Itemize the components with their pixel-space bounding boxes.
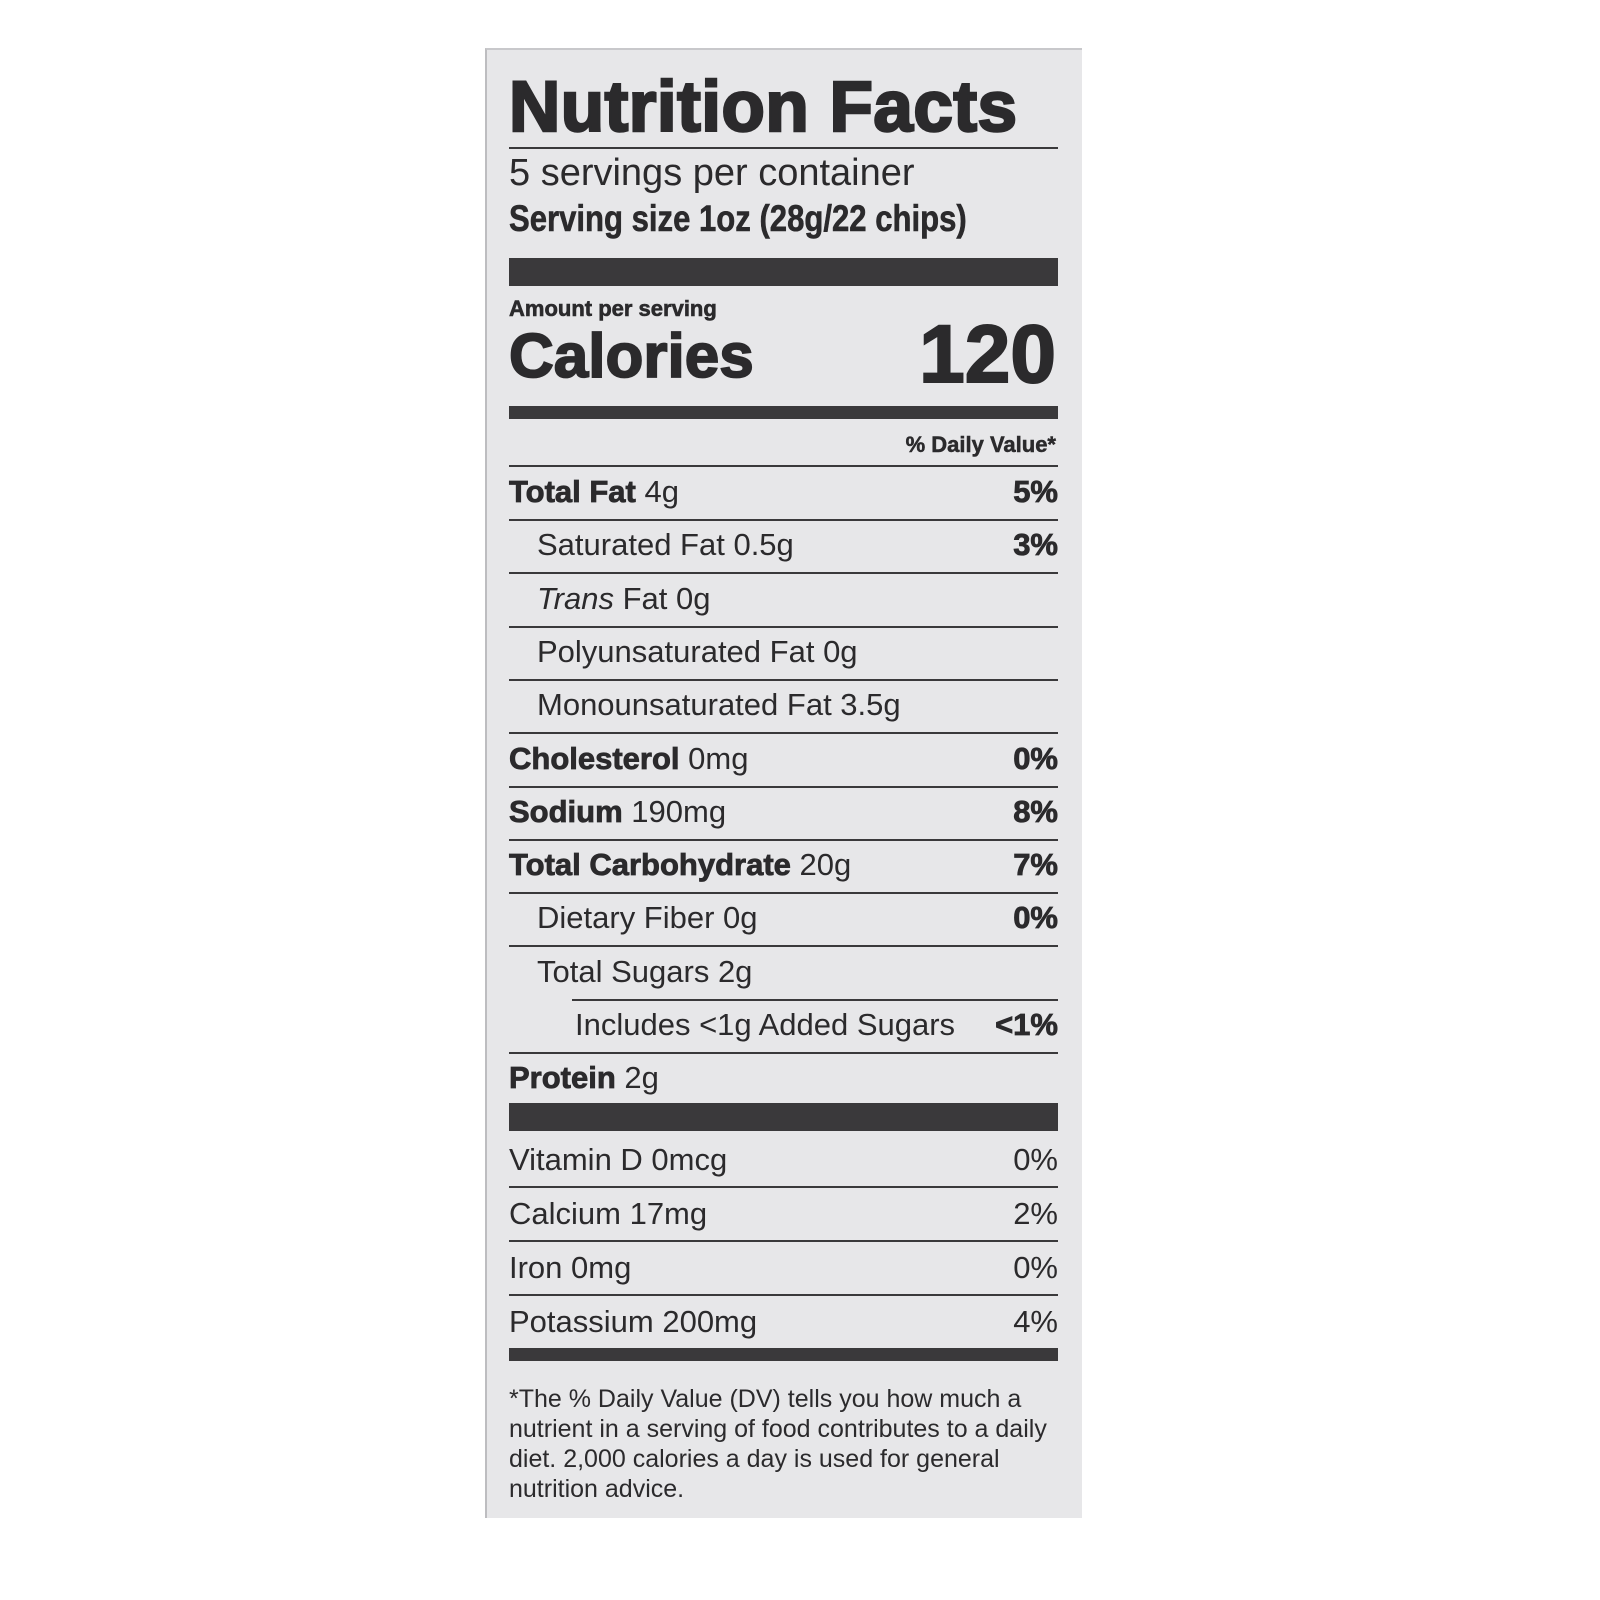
nutrient-name: Polyunsaturated Fat (537, 633, 815, 669)
divider-thin (509, 625, 1058, 628)
nutrient-name-suffix: Fat (613, 580, 668, 616)
vitamin-label: Vitamin D 0mcg (509, 1141, 728, 1177)
nutrient-label: Sodium 190mg (509, 793, 727, 829)
nutrient-label: Dietary Fiber 0g (537, 900, 758, 935)
divider-thick (509, 258, 1058, 286)
divider-thin (509, 465, 1058, 467)
nutrient-name: Trans (537, 580, 614, 616)
divider-thin (509, 519, 1058, 521)
nutrient-daily-value: 0% (1013, 740, 1059, 776)
nutrient-name: Total Sugars (537, 953, 710, 989)
nutrient-row: Total Sugars 2g (537, 952, 1058, 992)
vitamin-row: Vitamin D 0mcg 0% (509, 1140, 1058, 1180)
divider-thin (509, 1185, 1058, 1188)
footnote: *The % Daily Value (DV) tells you how mu… (509, 1385, 1047, 1503)
nutrient-row: Polyunsaturated Fat 0g (537, 632, 1058, 672)
nutrient-daily-value: 8% (1013, 793, 1059, 829)
nutrient-label: Monounsaturated Fat 3.5g (537, 687, 901, 722)
vitamin-daily-value: 0% (1013, 1249, 1058, 1285)
vitamin-daily-value: 4% (1013, 1303, 1058, 1339)
nutrient-label: Polyunsaturated Fat 0g (537, 634, 858, 669)
divider-thin (509, 785, 1058, 788)
nutrient-amount: 4g (635, 474, 679, 509)
vitamin-row: Potassium 200mg 4% (509, 1302, 1058, 1342)
nutrient-name: Sodium (509, 793, 623, 829)
nutrient-row: Cholesterol 0mg 0% (509, 739, 1059, 779)
nutrient-name: Cholesterol (509, 740, 680, 776)
daily-value-header: % Daily Value* (905, 432, 1056, 457)
divider-thin (509, 732, 1058, 735)
nutrient-name: Includes <1g Added Sugars (575, 1007, 956, 1042)
nutrition-facts-label: Nutrition Facts 5 servings per container… (485, 48, 1082, 1518)
calories-label: Calories (508, 322, 754, 391)
nutrient-row: Protein 2g (509, 1058, 1058, 1098)
nutrient-row: Dietary Fiber 0g 0% (537, 898, 1058, 938)
nutrient-row: Monounsaturated Fat 3.5g (537, 685, 1058, 725)
divider-thin (509, 892, 1058, 895)
serving-size: Serving size 1oz (28g/22 chips) (509, 198, 967, 239)
nutrient-name: Protein (509, 1060, 617, 1096)
nutrient-label: Saturated Fat 0.5g (537, 527, 794, 562)
nutrient-label: Total Fat 4g (509, 474, 679, 510)
divider-thin (509, 1293, 1058, 1296)
nutrient-row: Trans Fat 0g (537, 579, 1058, 619)
vitamin-daily-value: 2% (1013, 1195, 1058, 1231)
nutrient-label: Protein 2g (509, 1060, 659, 1096)
divider-thin (509, 945, 1058, 948)
divider-thin (509, 838, 1058, 841)
divider-thin (509, 678, 1058, 681)
nutrient-daily-value: 0% (1013, 900, 1059, 936)
nutrient-name: Total Carbohydrate (509, 847, 792, 883)
nutrient-label: Cholesterol 0mg (509, 740, 749, 776)
nutrient-row: Includes <1g Added Sugars <1% (575, 1005, 1058, 1045)
nutrient-amount: 0mg (679, 740, 749, 776)
nutrient-amount: 2g (709, 953, 753, 989)
nutrient-amount: 0.5g (724, 527, 794, 563)
vitamin-daily-value: 0% (1013, 1141, 1058, 1177)
nutrient-label: Total Carbohydrate 20g (509, 847, 852, 883)
nutrient-amount: 0g (667, 580, 711, 616)
nutrient-name: Total Fat (509, 474, 637, 510)
nutrient-label: Trans Fat 0g (537, 581, 710, 616)
nutrient-name: Dietary Fiber (537, 900, 715, 936)
divider-thin (509, 147, 1058, 149)
amount-per-serving: Amount per serving (509, 296, 717, 321)
nutrient-label: Total Sugars 2g (537, 954, 752, 989)
nutrient-amount: 20g (790, 847, 852, 883)
nutrient-name: Saturated Fat (537, 527, 725, 563)
nutrient-daily-value: 7% (1013, 847, 1059, 883)
divider-medium (509, 406, 1058, 419)
label-title: Nutrition Facts (508, 68, 1018, 147)
divider-medium (509, 1347, 1058, 1361)
servings-per-container: 5 servings per container (509, 152, 915, 194)
vitamin-row: Calcium 17mg 2% (509, 1194, 1058, 1234)
nutrient-amount: 0g (814, 633, 858, 669)
nutrient-daily-value: 3% (1013, 527, 1059, 563)
nutrient-daily-value: <1% (995, 1007, 1059, 1043)
divider-thick (509, 1102, 1058, 1131)
divider-thin (509, 1052, 1058, 1054)
nutrient-daily-value: 5% (1013, 474, 1059, 510)
nutrient-amount: 190mg (622, 793, 727, 829)
nutrient-row: Saturated Fat 0.5g 3% (537, 525, 1058, 565)
nutrient-amount: 2g (615, 1060, 659, 1096)
nutrient-amount: 0g (714, 900, 758, 936)
divider-thin (572, 998, 1058, 1001)
vitamin-label: Calcium 17mg (509, 1195, 708, 1231)
nutrient-amount: 3.5g (831, 687, 901, 723)
vitamin-label: Iron 0mg (509, 1249, 632, 1285)
vitamin-label: Potassium 200mg (509, 1303, 758, 1339)
nutrient-label: Includes <1g Added Sugars (575, 1007, 955, 1042)
divider-thin (509, 1239, 1058, 1242)
divider-thin (509, 572, 1058, 575)
nutrient-row: Total Fat 4g 5% (509, 472, 1059, 512)
calories-value: 120 (918, 309, 1057, 400)
nutrient-row: Total Carbohydrate 20g 7% (509, 845, 1059, 885)
nutrient-name: Monounsaturated Fat (537, 687, 832, 723)
nutrient-row: Sodium 190mg 8% (509, 792, 1059, 832)
vitamin-row: Iron 0mg 0% (509, 1248, 1058, 1288)
